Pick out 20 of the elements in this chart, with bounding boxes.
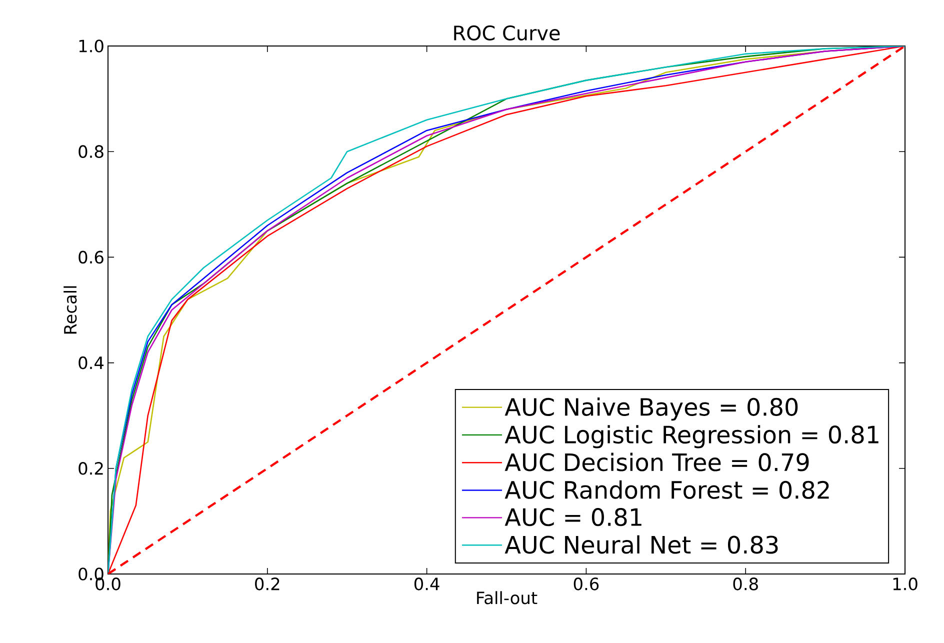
x-tick-label: 0.4 [414,578,440,590]
x-tick-label: 0.6 [574,578,599,590]
legend-label: AUC Random Forest = 0.82 [504,480,829,499]
y-tick-label: 0.6 [78,250,104,264]
x-axis-title: Fall-out [477,591,538,604]
legend-label: AUC Decision Tree = 0.79 [504,452,809,472]
legend-label: AUC Neural Net = 0.83 [504,535,778,554]
y-axis-title: Recall [64,286,77,334]
x-tick-label: 1.0 [893,578,918,590]
x-tick-label: 0.2 [255,578,280,590]
x-tick-label: 0.8 [733,578,758,590]
y-tick-label: 0.4 [78,356,104,370]
y-tick-label: 0.2 [78,462,103,475]
legend-label: AUC = 0.81 [504,508,642,526]
y-tick-label: 0.8 [78,145,104,158]
line-series [108,46,906,574]
y-tick-label: 1.0 [79,40,104,52]
chart-title: ROC Curve [454,25,560,40]
legend-label: AUC Naive Bayes = 0.80 [504,397,798,421]
legend-label: AUC Logistic Regression = 0.81 [504,425,878,448]
